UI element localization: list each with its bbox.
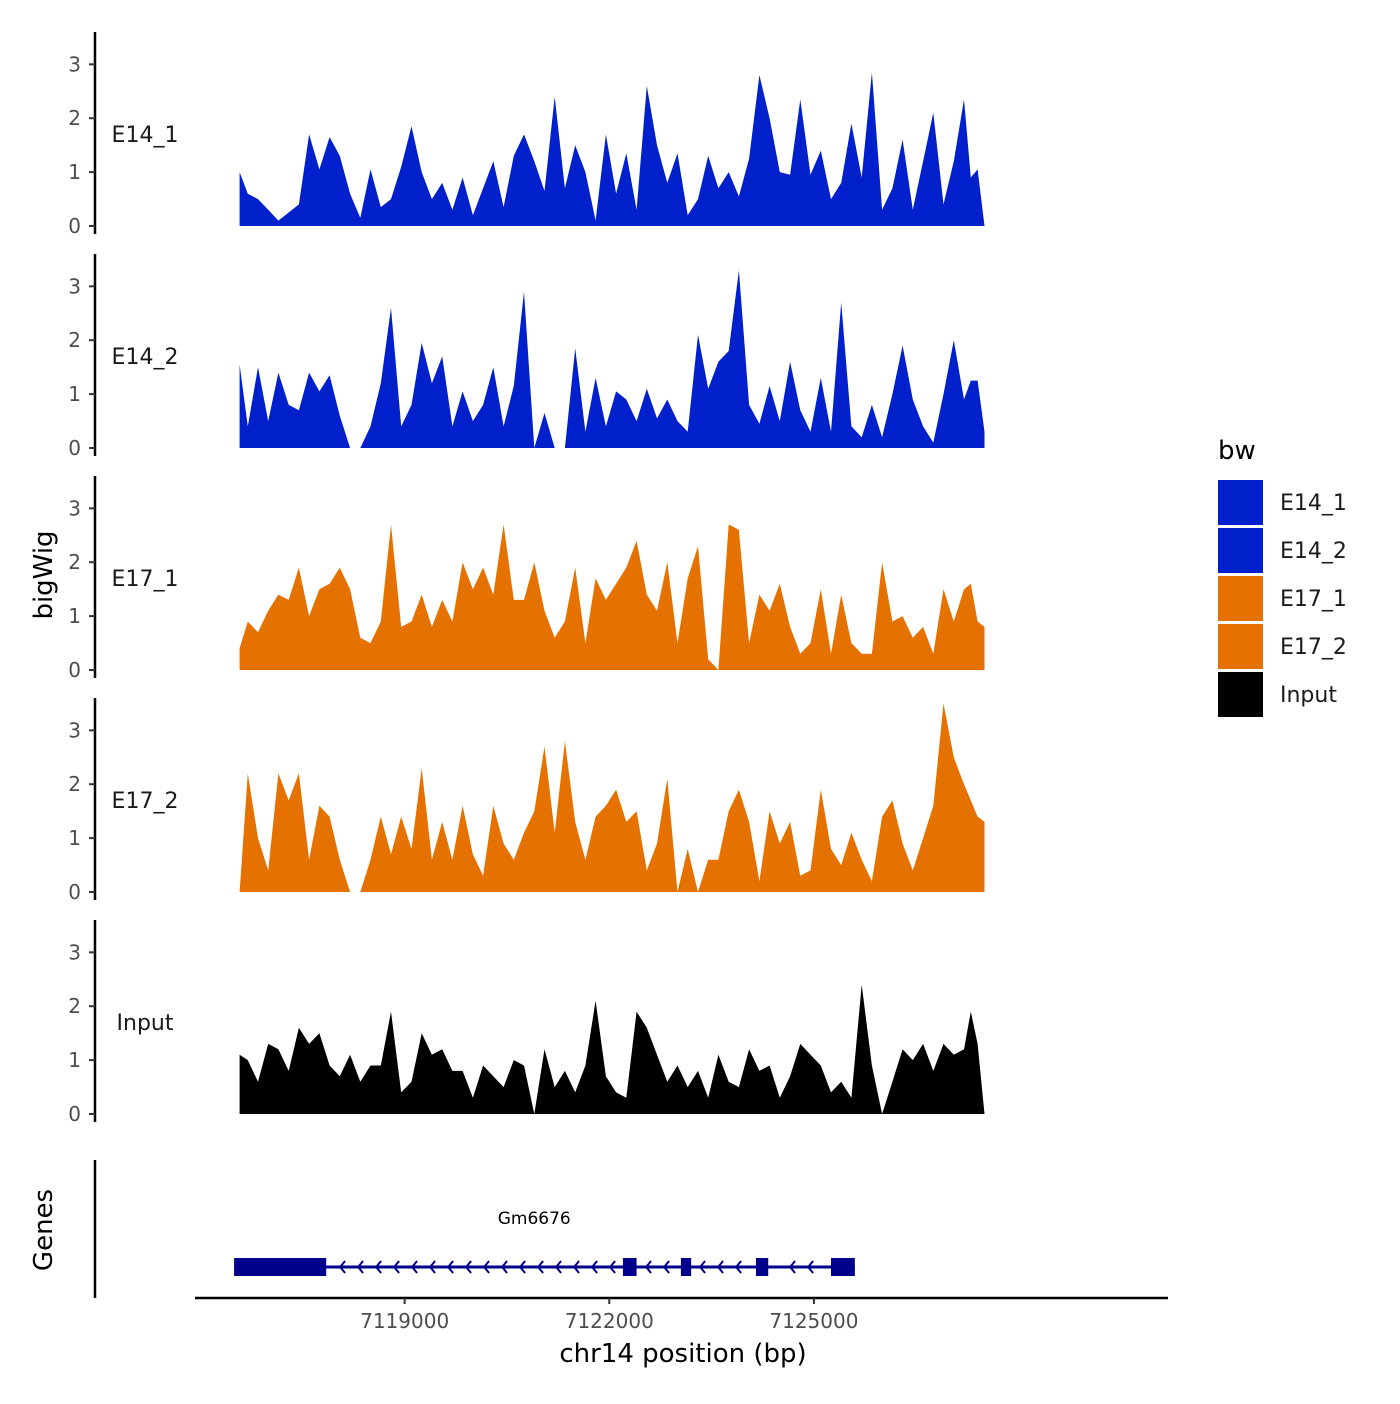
strand-arrow [716, 1260, 724, 1274]
legend-swatch [1218, 528, 1263, 573]
signal-area-e14-1 [239, 72, 985, 227]
y-tick-label: 3 [68, 940, 81, 964]
signal-area-input [239, 984, 985, 1114]
track-label-e17-2: E17_2 [112, 789, 179, 814]
y-tick-label: 1 [68, 160, 81, 184]
y-tick-label: 2 [68, 994, 81, 1018]
signal-area-e17-2 [239, 703, 985, 892]
strand-arrow [554, 1260, 562, 1274]
x-axis-title: chr14 position (bp) [559, 1339, 806, 1369]
y-tick-label: 2 [68, 106, 81, 130]
strand-arrow [428, 1260, 436, 1274]
strand-arrow [644, 1260, 652, 1274]
strand-arrow [806, 1260, 814, 1274]
legend-item-e14-2: E14_2 [1218, 528, 1347, 573]
strand-arrow [518, 1260, 526, 1274]
track-label-e14-1: E14_1 [112, 123, 179, 148]
x-tick-label: 7119000 [360, 1309, 449, 1333]
track-label-e17-1: E17_1 [112, 567, 179, 592]
track-label-e14-2: E14_2 [112, 345, 179, 370]
track-e14-2: 0 1 2 3 E14_2 [68, 254, 985, 460]
y-tick-label: 1 [68, 1048, 81, 1072]
y-tick-label: 1 [68, 604, 81, 628]
legend-title: bw [1218, 436, 1256, 466]
legend-label: Input [1280, 683, 1337, 708]
strand-arrow [572, 1260, 580, 1274]
strand-arrow [662, 1260, 670, 1274]
legend-swatch [1218, 480, 1263, 525]
legend-swatch [1218, 672, 1263, 717]
legend-label: E14_1 [1280, 491, 1347, 516]
legend-label: E17_1 [1280, 587, 1347, 612]
strand-arrow [374, 1260, 382, 1274]
signal-tracks: 0 1 2 3 E14_1 0 1 2 3 E14_2 0 1 2 3 E17_1 0 1 2 3 E17_2 0 1 2 3… [68, 32, 985, 1126]
strand-arrow [608, 1260, 616, 1274]
strand-arrow [788, 1260, 796, 1274]
y-tick-label: 2 [68, 328, 81, 352]
track-input: 0 1 2 3 Input [68, 920, 985, 1126]
y-tick-label: 0 [68, 1102, 81, 1126]
legend-label: E14_2 [1280, 539, 1347, 564]
legend-item-e14-1: E14_1 [1218, 480, 1347, 525]
y-tick-label: 0 [68, 214, 81, 238]
gene-exon [830, 1258, 855, 1276]
y-tick-label: 3 [68, 274, 81, 298]
strand-arrow [392, 1260, 400, 1274]
gene-track-title: Genes [29, 1189, 59, 1271]
track-e17-2: 0 1 2 3 E17_2 [68, 698, 985, 904]
gene-gm6676: Gm6676 [234, 1209, 855, 1276]
legend-item-e17-2: E17_2 [1218, 624, 1347, 669]
gene-exon [622, 1258, 637, 1276]
gene-name-label: Gm6676 [498, 1209, 571, 1229]
y-tick-label: 2 [68, 550, 81, 574]
x-tick-label: 7125000 [769, 1309, 858, 1333]
strand-arrow [536, 1260, 544, 1274]
y-tick-label: 2 [68, 772, 81, 796]
strand-arrow [698, 1260, 706, 1274]
legend-label: E17_2 [1280, 635, 1347, 660]
legend-swatch [1218, 624, 1263, 669]
strand-arrow [482, 1260, 490, 1274]
track-e14-1: 0 1 2 3 E14_1 [68, 32, 985, 238]
y-tick-label: 3 [68, 496, 81, 520]
y-tick-label: 0 [68, 658, 81, 682]
strand-arrow [410, 1260, 418, 1274]
legend-item-e17-1: E17_1 [1218, 576, 1347, 621]
y-tick-label: 3 [68, 52, 81, 76]
y-tick-label: 0 [68, 436, 81, 460]
signal-area-e14-2 [239, 270, 985, 448]
legend: bw E14_1 E14_2 E17_1 E17_2 Input [1218, 436, 1347, 717]
y-axis-title: bigWig [29, 530, 59, 619]
gene-exon [234, 1258, 327, 1276]
track-e17-1: 0 1 2 3 E17_1 [68, 476, 985, 682]
strand-arrow [338, 1260, 346, 1274]
gene-exon [680, 1258, 692, 1276]
strand-arrow [446, 1260, 454, 1274]
signal-area-e17-1 [239, 524, 985, 670]
y-tick-label: 1 [68, 382, 81, 406]
track-label-input: Input [117, 1011, 174, 1036]
strand-arrow [464, 1260, 472, 1274]
gene-track: Gm6676 [93, 1160, 855, 1298]
x-axis: 7119000 7122000 7125000 [195, 1296, 1168, 1333]
y-tick-label: 0 [68, 880, 81, 904]
x-tick-label: 7122000 [565, 1309, 654, 1333]
y-tick-label: 3 [68, 718, 81, 742]
strand-arrow [500, 1260, 508, 1274]
y-tick-label: 1 [68, 826, 81, 850]
legend-item-input: Input [1218, 672, 1337, 717]
legend-swatch [1218, 576, 1263, 621]
gene-exon [755, 1258, 769, 1276]
strand-arrow [734, 1260, 742, 1274]
strand-arrow [356, 1260, 364, 1274]
strand-arrow [590, 1260, 598, 1274]
